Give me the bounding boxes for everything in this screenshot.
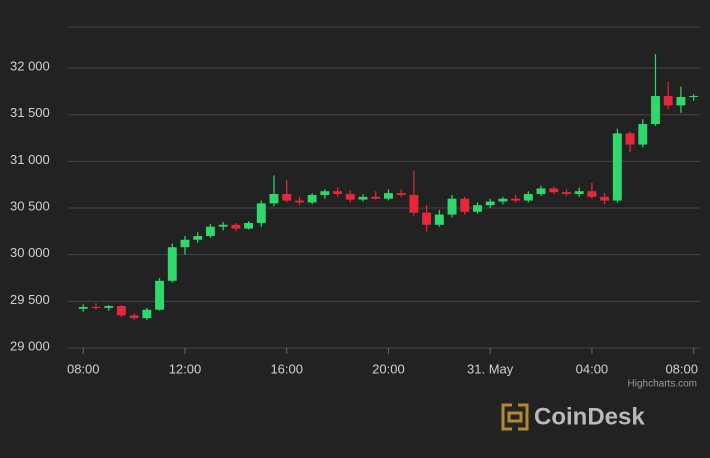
credits: Highcharts.com <box>628 379 697 390</box>
candle-body <box>625 133 635 145</box>
candle-body <box>612 133 622 201</box>
candle-body <box>422 212 432 225</box>
candle-body <box>473 205 482 212</box>
y-tick-label: 29 000 <box>10 338 50 353</box>
candle-body <box>409 194 419 213</box>
candle-body <box>180 239 190 248</box>
y-tick-label: 31 000 <box>10 152 50 167</box>
y-tick-label: 29 500 <box>10 292 50 307</box>
x-tick-label: 31. May <box>467 361 514 376</box>
y-tick-label: 31 500 <box>10 105 50 120</box>
candle-body <box>396 193 406 195</box>
candle-body <box>689 96 699 98</box>
x-tick-label: 08:00 <box>67 361 100 376</box>
candle-body <box>371 196 381 199</box>
candle-body <box>78 306 88 309</box>
candle-body <box>256 203 266 223</box>
candle-body <box>307 194 317 203</box>
x-tick-label: 12:00 <box>169 361 202 376</box>
candle-body <box>167 247 177 281</box>
candle-body <box>358 196 368 200</box>
candle-body <box>498 198 508 202</box>
candle-body <box>676 96 686 106</box>
candle-body <box>282 194 292 201</box>
candle-body <box>142 309 152 319</box>
x-tick-label: 16:00 <box>270 361 303 376</box>
candle-body <box>447 198 457 215</box>
candle-body <box>638 124 648 145</box>
candle-body <box>549 188 559 193</box>
candle-body <box>651 96 660 125</box>
candle-body <box>333 191 343 195</box>
candle-body <box>384 193 393 199</box>
candle-body <box>345 194 355 200</box>
candle-body <box>587 191 597 197</box>
candle-body <box>129 315 139 319</box>
candle-body <box>294 200 304 203</box>
candle-body <box>460 198 470 212</box>
candle-body <box>193 236 203 240</box>
x-tick-label: 20:00 <box>372 361 405 376</box>
candle-body <box>562 192 571 195</box>
candle-body <box>218 224 228 227</box>
candle-body <box>116 306 126 316</box>
candle-body <box>600 196 610 201</box>
candle-body <box>244 222 254 229</box>
candle-body <box>91 306 101 308</box>
candle-body <box>523 194 533 201</box>
candle-body <box>205 226 215 237</box>
candle-body <box>269 194 279 204</box>
candle-body <box>536 188 546 195</box>
candle-body <box>574 191 584 195</box>
candle-body <box>231 224 241 229</box>
y-tick-label: 32 000 <box>10 58 50 73</box>
watermark-logo <box>501 403 529 431</box>
candle-body <box>320 191 330 195</box>
candle-body <box>485 201 495 206</box>
x-tick-label: 08:00 <box>665 361 698 376</box>
x-tick-label: 04:00 <box>576 361 609 376</box>
candle-body <box>104 306 114 308</box>
watermark: CoinDesk <box>534 403 645 430</box>
candle-body <box>663 96 673 106</box>
y-tick-label: 30 500 <box>10 198 50 213</box>
candle-body <box>155 280 165 310</box>
y-tick-label: 30 000 <box>10 245 50 260</box>
candle-body <box>511 198 521 201</box>
candle-body <box>434 214 444 225</box>
